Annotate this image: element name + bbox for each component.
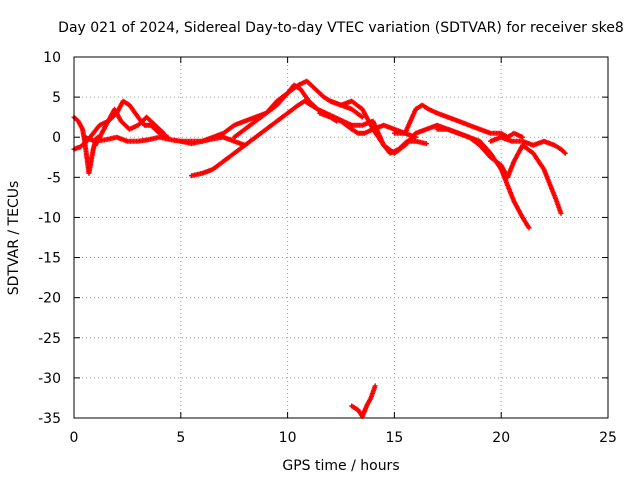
data-point — [359, 114, 365, 120]
series-arc7 — [178, 78, 365, 147]
y-axis-label: SDTVAR / TECUs — [6, 181, 22, 296]
ticks: 0 5 10 15 20 25 10 5 0 -5 -10 -15 -20 -25 -30 -35 — [38, 50, 617, 446]
y-tick-label: -20 — [38, 291, 61, 307]
series-arc4 — [92, 106, 167, 148]
x-tick-label: 25 — [599, 430, 617, 446]
y-tick-label: -15 — [38, 251, 61, 267]
y-tick-label: -5 — [47, 170, 61, 186]
data-point — [562, 150, 568, 156]
x-tick-label: 5 — [176, 430, 185, 446]
x-tick-label: 15 — [385, 430, 403, 446]
y-tick-label: -35 — [38, 411, 61, 427]
chart-title: Day 021 of 2024, Sidereal Day-to-day VTE… — [58, 20, 624, 36]
data-point — [423, 141, 429, 147]
y-tick-label: 5 — [52, 90, 61, 106]
x-tick-label: 10 — [279, 430, 297, 446]
x-tick-label: 0 — [70, 430, 79, 446]
data-point — [372, 383, 378, 389]
y-tick-label: 0 — [52, 130, 61, 146]
y-tick-label: -25 — [38, 331, 61, 347]
y-tick-label: -10 — [38, 210, 61, 226]
series-arc11 — [391, 102, 526, 140]
y-tick-label: 10 — [43, 50, 61, 66]
data-point — [161, 130, 167, 136]
data-layer — [71, 78, 568, 419]
data-point — [558, 210, 564, 216]
x-tick-label: 20 — [492, 430, 510, 446]
data-point — [526, 225, 532, 231]
series-arc14 — [488, 134, 568, 156]
x-axis-label: GPS time / hours — [282, 458, 399, 474]
y-tick-label: -30 — [38, 371, 61, 387]
plot-frame — [73, 56, 609, 419]
series-arc13 — [455, 130, 564, 216]
series-arc15 — [349, 383, 378, 419]
